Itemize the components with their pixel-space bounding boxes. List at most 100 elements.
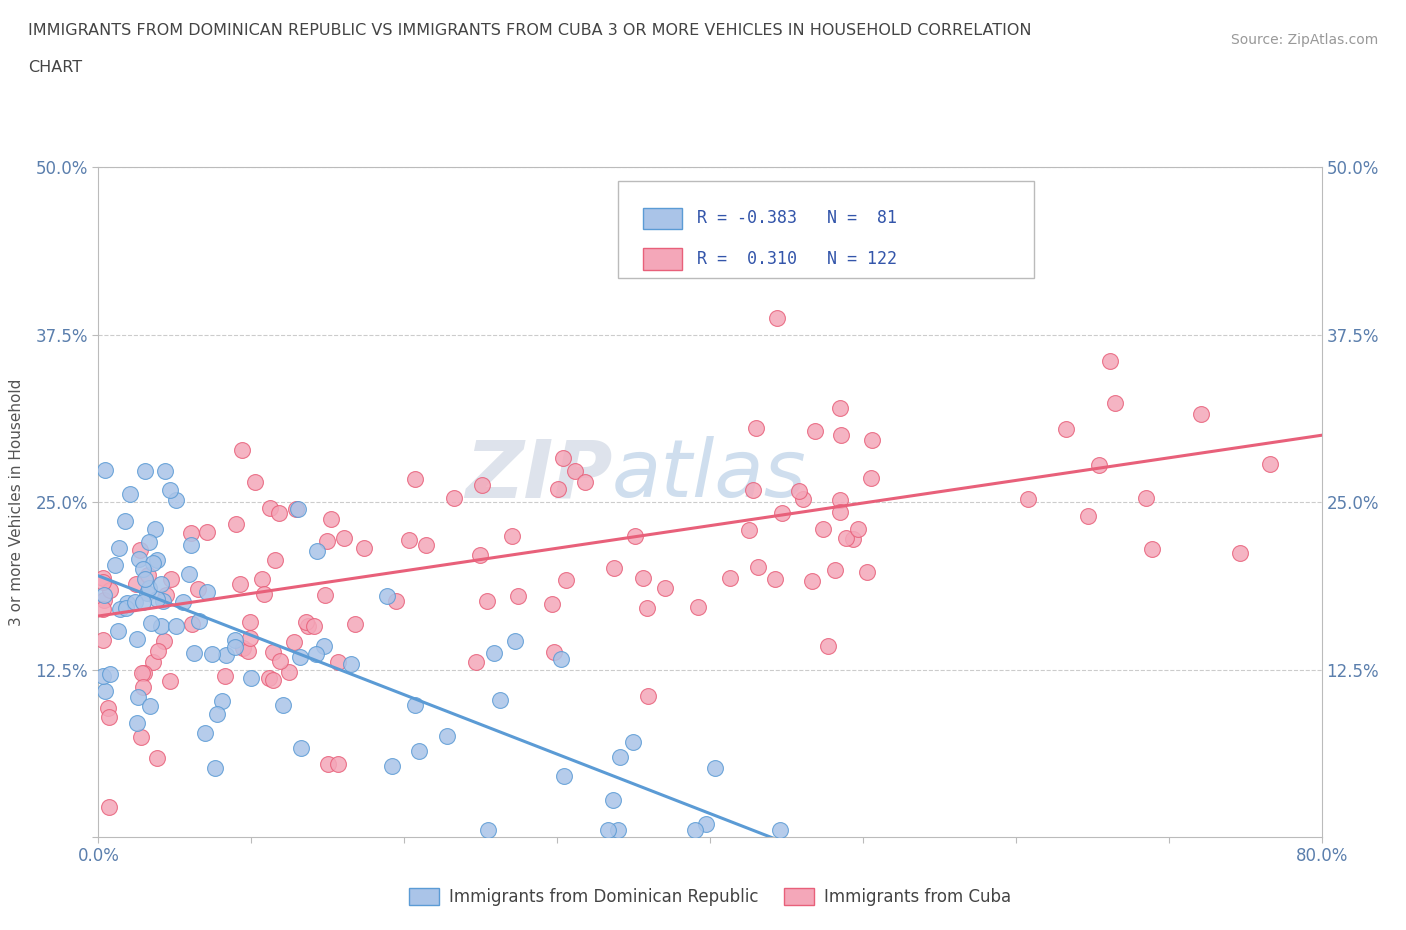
Point [215, 648, 238, 663]
Point [602, 792, 624, 807]
Point [100, 666, 122, 681]
Point [339, 657, 361, 671]
Point [165, 492, 187, 507]
Point [1104, 395, 1126, 410]
Point [201, 646, 224, 661]
Text: IMMIGRANTS FROM DOMINICAN REPUBLIC VS IMMIGRANTS FROM CUBA 3 OR MORE VEHICLES IN: IMMIGRANTS FROM DOMINICAN REPUBLIC VS IM… [28, 23, 1032, 38]
Point [553, 769, 575, 784]
Point [91, 632, 114, 647]
Y-axis label: 3 or more Vehicles in Household: 3 or more Vehicles in Household [10, 379, 24, 626]
Point [385, 593, 408, 608]
Point [245, 475, 267, 490]
Point [471, 478, 494, 493]
Point [93, 684, 115, 698]
Point [204, 761, 226, 776]
Point [841, 532, 863, 547]
Point [636, 601, 658, 616]
Point [574, 474, 596, 489]
Point [110, 602, 132, 617]
Point [1077, 509, 1099, 524]
Point [132, 594, 155, 609]
Point [654, 581, 676, 596]
Point [146, 591, 169, 606]
Point [860, 471, 883, 485]
Point [194, 725, 217, 740]
Point [811, 522, 834, 537]
Point [138, 534, 160, 549]
Point [180, 526, 202, 541]
Point [146, 751, 169, 765]
Point [262, 644, 284, 659]
Point [252, 586, 274, 601]
Point [741, 483, 763, 498]
Point [187, 582, 209, 597]
Point [91, 575, 114, 590]
Point [107, 540, 129, 555]
Point [305, 646, 328, 661]
Point [250, 572, 273, 587]
Point [159, 673, 181, 688]
Point [287, 501, 309, 516]
Point [769, 823, 792, 838]
Point [127, 631, 149, 646]
Point [550, 652, 572, 667]
Point [770, 506, 793, 521]
Point [225, 516, 247, 531]
Point [155, 588, 177, 603]
Point [132, 680, 155, 695]
Point [142, 655, 165, 670]
Point [134, 463, 156, 478]
Point [152, 633, 174, 648]
Point [1017, 491, 1039, 506]
Point [211, 694, 233, 709]
Point [765, 311, 787, 325]
Point [149, 577, 172, 591]
Point [257, 671, 280, 685]
Point [738, 523, 761, 538]
Point [475, 593, 498, 608]
Point [160, 572, 183, 587]
Point [181, 617, 204, 631]
Point [718, 570, 741, 585]
Point [688, 600, 710, 615]
Point [564, 463, 586, 478]
Point [508, 589, 530, 604]
Point [277, 665, 299, 680]
Point [232, 641, 254, 656]
Point [290, 740, 312, 755]
Point [763, 572, 786, 587]
Point [328, 756, 350, 771]
Point [214, 669, 236, 684]
Point [598, 823, 620, 838]
Point [1087, 458, 1109, 472]
Point [380, 758, 402, 773]
Text: atlas: atlas [612, 436, 807, 514]
Point [631, 571, 654, 586]
Point [443, 491, 465, 506]
Point [239, 631, 262, 645]
Point [98, 710, 121, 724]
Point [224, 632, 246, 647]
Point [787, 484, 810, 498]
Point [283, 634, 305, 649]
Point [326, 655, 349, 670]
Point [353, 540, 375, 555]
Point [470, 548, 492, 563]
Point [145, 552, 167, 567]
Point [132, 561, 155, 576]
Point [125, 577, 148, 591]
Point [269, 506, 291, 521]
Point [695, 817, 717, 831]
Point [134, 571, 156, 586]
Point [94, 462, 117, 477]
Point [139, 698, 162, 713]
Point [855, 565, 877, 579]
Point [183, 645, 205, 660]
Point [830, 401, 852, 416]
Point [91, 669, 114, 684]
Point [188, 614, 211, 629]
Point [262, 672, 284, 687]
Point [288, 650, 311, 665]
Text: R = -0.383   N =  81: R = -0.383 N = 81 [696, 209, 897, 228]
Point [125, 716, 148, 731]
